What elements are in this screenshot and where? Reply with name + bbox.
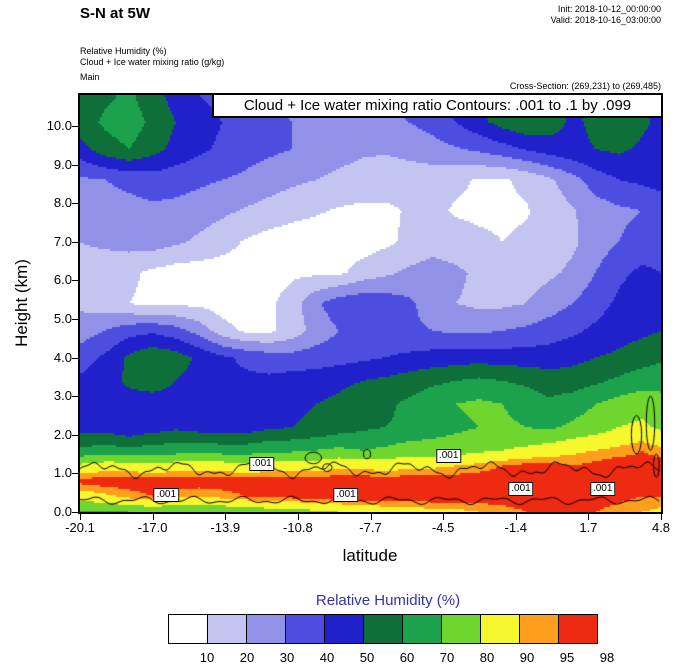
colorbar-tick-label: 40 <box>319 650 335 665</box>
y-tick-label: 3.0 <box>53 388 72 404</box>
x-tick-label: -4.5 <box>431 520 455 535</box>
colorbar-tick-label: 60 <box>399 650 415 665</box>
y-tick-label: 8.0 <box>53 195 72 211</box>
x-tick-mark <box>661 514 662 520</box>
x-tick-mark <box>588 514 590 520</box>
valid-time: Valid: 2018-10-16_03:00:00 <box>550 15 661 25</box>
y-tick-mark <box>72 318 78 320</box>
y-tick-mark <box>72 396 78 398</box>
contour-label: .001 <box>153 487 180 502</box>
colorbar-tick-label: 30 <box>279 650 295 665</box>
colorbar-tick-label: 95 <box>559 650 575 665</box>
field-line-cloudice: Cloud + Ice water mixing ratio (g/kg) <box>80 57 225 67</box>
colorbar-swatch <box>207 614 247 644</box>
y-tick-label: 9.0 <box>53 156 72 172</box>
y-tick-label: 7.0 <box>53 233 72 249</box>
x-tick-mark <box>152 514 154 520</box>
colorbar-tick-label: 50 <box>359 650 375 665</box>
colorbar-tick-label: 90 <box>519 650 535 665</box>
x-tick-label: -1.4 <box>504 520 527 535</box>
colorbar <box>168 614 598 644</box>
y-tick-label: 1.0 <box>53 465 72 481</box>
colorbar-swatch <box>168 614 208 644</box>
x-tick-mark <box>515 514 517 520</box>
y-tick-label: 0.0 <box>53 504 72 519</box>
contour-label: .001 <box>435 449 462 463</box>
y-tick-mark <box>72 164 78 166</box>
y-tick-label: 10.0 <box>46 117 72 133</box>
page-title: S-N at 5W <box>80 5 151 22</box>
rh-cross-section-canvas <box>80 95 661 512</box>
y-tick-label: 6.0 <box>53 272 72 288</box>
y-tick-label: 2.0 <box>53 426 72 442</box>
contour-label: .001 <box>249 456 275 471</box>
x-tick-mark <box>225 514 227 520</box>
colorbar-swatch <box>363 614 403 644</box>
colorbar-tick-label: 70 <box>439 650 455 665</box>
colorbar-tick-label: 80 <box>479 650 495 665</box>
cross-section-coords: Cross-Section: (269,231) to (269,485) <box>509 81 661 91</box>
y-tick-mark <box>72 473 78 475</box>
y-tick-mark <box>72 357 78 359</box>
colorbar-swatch <box>441 614 481 644</box>
x-tick-mark <box>80 514 81 520</box>
field-description: Relative Humidity (%) Cloud + Ice water … <box>80 46 224 68</box>
colorbar-swatch <box>324 614 364 644</box>
x-tick-label: -13.9 <box>210 520 241 535</box>
colorbar-tick-label: 20 <box>239 650 255 665</box>
y-tick-mark <box>72 203 78 205</box>
y-tick-mark <box>72 434 78 436</box>
colorbar-swatch <box>402 614 442 644</box>
field-line-rh: Relative Humidity (%) <box>80 46 167 56</box>
colorbar-swatch <box>285 614 325 644</box>
colorbar-swatch <box>246 614 286 644</box>
contour-label: .001 <box>333 487 359 502</box>
x-tick-label: -17.0 <box>137 520 168 535</box>
x-tick-mark <box>443 514 445 520</box>
x-axis-label: latitude <box>342 546 398 565</box>
colorbar-swatch <box>558 614 598 644</box>
field-line-main: Main <box>80 72 100 82</box>
y-tick-label: 5.0 <box>53 310 72 326</box>
contour-label: .001 <box>508 481 534 496</box>
colorbar-swatch <box>519 614 559 644</box>
colorbar-swatch <box>480 614 520 644</box>
colorbar-title: Relative Humidity (%) <box>315 592 461 609</box>
y-tick-label: 4.0 <box>53 349 72 365</box>
model-times: Init: 2018-10-12_00:00:00 Valid: 2018-10… <box>551 4 661 26</box>
contour-label: .001 <box>589 481 616 496</box>
y-tick-mark <box>72 280 78 282</box>
x-tick-label: 1.7 <box>579 520 598 535</box>
y-tick-mark <box>72 512 78 513</box>
colorbar-tick-label: 10 <box>199 650 215 665</box>
x-tick-label: 4.8 <box>651 520 671 535</box>
init-time: Init: 2018-10-12_00:00:00 <box>557 4 661 14</box>
y-tick-mark <box>72 241 78 243</box>
y-axis-label: Height (km) <box>12 259 31 347</box>
contour-info-title: Cloud + Ice water mixing ratio Contours:… <box>212 93 663 118</box>
x-tick-mark <box>297 514 299 520</box>
x-tick-label: -7.7 <box>359 520 382 535</box>
x-tick-label: -20.1 <box>65 520 95 535</box>
colorbar-tick-label: 98 <box>599 650 615 665</box>
x-tick-mark <box>370 514 372 520</box>
x-tick-label: -10.8 <box>283 520 313 535</box>
y-tick-mark <box>72 125 78 127</box>
